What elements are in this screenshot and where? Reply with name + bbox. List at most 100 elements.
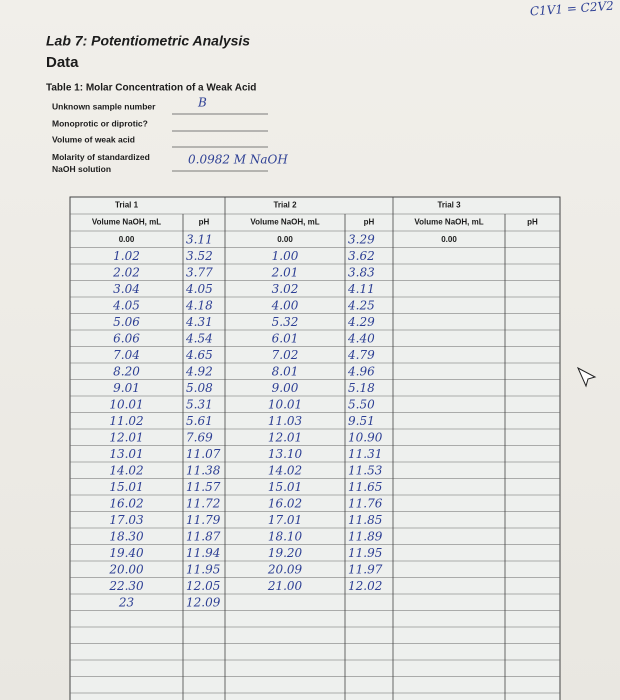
ph-cell: 11.53 bbox=[348, 464, 383, 478]
ph-cell: 9.51 bbox=[348, 414, 375, 428]
ph-cell: 4.29 bbox=[347, 315, 375, 329]
volume-cell: 2.01 bbox=[271, 266, 299, 280]
ph-cell: 5.61 bbox=[186, 414, 213, 428]
volume-cell: 20.00 bbox=[108, 563, 144, 577]
volume-cell: 17.01 bbox=[268, 513, 302, 527]
ph-cell: 4.31 bbox=[185, 315, 213, 329]
volume-cell: 9.01 bbox=[113, 381, 140, 395]
ph-cell: 11.31 bbox=[348, 447, 382, 461]
volume-cell: 20.09 bbox=[267, 563, 303, 577]
ph-cell: 11.57 bbox=[186, 480, 221, 494]
volume-cell: 6.06 bbox=[113, 332, 140, 346]
volume-cell: 19.40 bbox=[109, 546, 144, 560]
volume-cell: 19.20 bbox=[268, 546, 303, 560]
volume-cell: 11.03 bbox=[268, 414, 303, 428]
volume-cell: 0.00 bbox=[277, 235, 293, 244]
ph-cell: 4.54 bbox=[185, 332, 213, 346]
volume-cell: 5.32 bbox=[272, 315, 299, 329]
volume-cell: 18.10 bbox=[268, 530, 303, 544]
volume-cell: 18.30 bbox=[109, 530, 144, 544]
column-header: pH bbox=[364, 218, 375, 227]
ph-cell: 11.94 bbox=[186, 546, 220, 560]
ph-cell: 11.72 bbox=[186, 497, 220, 511]
field-label: Monoprotic or diprotic? bbox=[52, 118, 148, 128]
volume-cell: 5.06 bbox=[113, 315, 140, 329]
ph-cell: 5.18 bbox=[348, 381, 375, 395]
ph-cell: 11.38 bbox=[186, 464, 221, 478]
ph-cell: 3.11 bbox=[186, 233, 213, 247]
ph-cell: 3.77 bbox=[186, 266, 213, 280]
ph-cell: 4.25 bbox=[347, 299, 375, 313]
volume-cell: 12.01 bbox=[109, 431, 143, 445]
ph-cell: 12.09 bbox=[186, 596, 221, 610]
ph-cell: 7.69 bbox=[186, 431, 213, 445]
handwritten-note: C1V1 = C2V2 bbox=[529, 0, 614, 18]
volume-cell: 0.00 bbox=[441, 235, 457, 244]
column-header: pH bbox=[527, 218, 538, 227]
volume-cell: 14.02 bbox=[268, 464, 302, 478]
ph-cell: 3.52 bbox=[186, 249, 213, 263]
volume-cell: 22.30 bbox=[108, 579, 144, 593]
trial-label: Trial 3 bbox=[437, 201, 461, 210]
column-header: Volume NaOH, mL bbox=[414, 218, 483, 227]
ph-cell: 11.79 bbox=[186, 513, 221, 527]
volume-cell: 13.01 bbox=[109, 447, 143, 461]
volume-cell: 15.01 bbox=[268, 480, 302, 494]
lab-title: Lab 7: Potentiometric Analysis bbox=[46, 33, 250, 49]
ph-cell: 11.95 bbox=[186, 563, 220, 577]
column-header: Volume NaOH, mL bbox=[92, 218, 161, 227]
volume-cell: 8.20 bbox=[113, 365, 140, 379]
volume-cell: 10.01 bbox=[268, 398, 302, 412]
volume-cell: 11.02 bbox=[109, 414, 143, 428]
volume-cell: 2.02 bbox=[112, 266, 140, 280]
ph-cell: 4.18 bbox=[185, 299, 213, 313]
volume-cell: 21.00 bbox=[267, 579, 303, 593]
field-value: 0.0982 M NaOH bbox=[188, 153, 288, 167]
column-header: Volume NaOH, mL bbox=[250, 218, 319, 227]
ph-cell: 4.79 bbox=[347, 348, 375, 362]
ph-cell: 4.92 bbox=[185, 365, 213, 379]
field-label: Unknown sample number bbox=[52, 101, 156, 111]
volume-cell: 8.01 bbox=[272, 365, 299, 379]
volume-cell: 0.00 bbox=[119, 235, 135, 244]
volume-cell: 9.00 bbox=[272, 381, 299, 395]
ph-cell: 4.05 bbox=[185, 282, 213, 296]
field-label: Molarity of standardized NaOH solution bbox=[52, 152, 150, 174]
cursor-icon bbox=[576, 366, 597, 388]
volume-cell: 6.01 bbox=[272, 332, 299, 346]
section-title: Data bbox=[46, 54, 79, 71]
volume-cell: 3.04 bbox=[113, 282, 140, 296]
volume-cell: 23 bbox=[118, 596, 135, 610]
volume-cell: 7.02 bbox=[272, 348, 299, 362]
ph-cell: 11.97 bbox=[348, 563, 383, 577]
column-header: pH bbox=[199, 218, 210, 227]
volume-cell: 12.01 bbox=[268, 431, 302, 445]
field-value: B bbox=[197, 96, 207, 110]
volume-cell: 7.04 bbox=[113, 348, 140, 362]
ph-cell: 11.85 bbox=[348, 513, 382, 527]
ph-cell: 3.83 bbox=[348, 266, 375, 280]
ph-cell: 3.29 bbox=[348, 233, 375, 247]
ph-cell: 4.65 bbox=[185, 348, 213, 362]
volume-cell: 16.02 bbox=[109, 497, 143, 511]
volume-cell: 1.00 bbox=[272, 249, 299, 263]
field-label: Volume of weak acid bbox=[52, 134, 135, 144]
ph-cell: 10.90 bbox=[348, 431, 383, 445]
ph-cell: 5.08 bbox=[186, 381, 213, 395]
ph-cell: 5.50 bbox=[348, 398, 375, 412]
trial-label: Trial 1 bbox=[115, 201, 139, 210]
ph-cell: 4.40 bbox=[347, 332, 375, 346]
volume-cell: 3.02 bbox=[272, 282, 299, 296]
table-bg bbox=[69, 196, 561, 700]
volume-cell: 14.02 bbox=[109, 464, 143, 478]
volume-cell: 13.10 bbox=[268, 447, 303, 461]
volume-cell: 15.01 bbox=[109, 480, 143, 494]
ph-cell: 4.11 bbox=[347, 282, 375, 296]
ph-cell: 11.65 bbox=[348, 480, 382, 494]
volume-cell: 4.05 bbox=[112, 299, 140, 313]
volume-cell: 16.02 bbox=[268, 497, 302, 511]
ph-cell: 11.89 bbox=[348, 530, 383, 544]
ph-cell: 11.76 bbox=[348, 497, 383, 511]
